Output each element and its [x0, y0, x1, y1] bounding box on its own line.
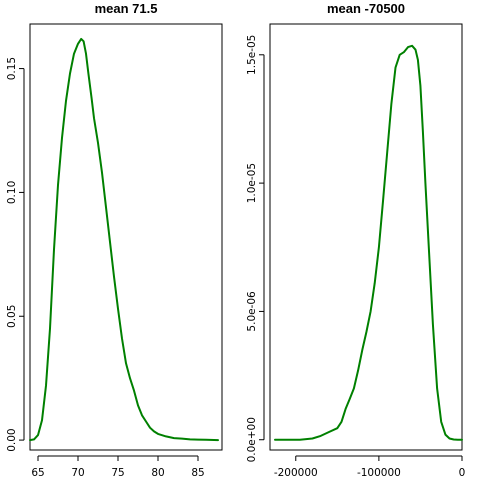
panel-1-plot-box: [29, 23, 223, 451]
panel-1-y-tick-label: 0.00: [6, 428, 18, 451]
panel-1-y-tick-label: 0.10: [6, 181, 18, 204]
panel-1-x-tick-label: 75: [111, 467, 124, 479]
panel-1-y-tick-label: 0.05: [6, 305, 18, 328]
panel-2-y-tick-label: 1.0e-05: [246, 163, 258, 203]
panel-2-x-tick-label: -200000: [274, 467, 318, 479]
panel-2-density-line: [274, 44, 463, 441]
panel-2-y-tick-label: 0.0e+00: [246, 417, 258, 462]
panel-2-x-tick-label: -100000: [357, 467, 401, 479]
panel-1-x-tick-label: 80: [151, 467, 164, 479]
panel-1-x-tick-label: 70: [71, 467, 84, 479]
panel-1-title: mean 71.5: [95, 1, 158, 16]
panel-1-y-tick-label: 0.15: [6, 57, 18, 80]
panel-1-density-line: [29, 37, 219, 442]
panel-2-title: mean -70500: [327, 1, 405, 16]
panel-1-x-tick-label: 65: [31, 467, 44, 479]
panel-2-y-tick-label: 1.5e-05: [246, 35, 258, 75]
panel-2-x-tick-label: 0: [459, 467, 466, 479]
panel-1-x-tick-label: 85: [191, 467, 204, 479]
panel-2-plot-box: [269, 23, 463, 451]
panel-2-y-tick-label: 5.0e-06: [246, 291, 258, 332]
